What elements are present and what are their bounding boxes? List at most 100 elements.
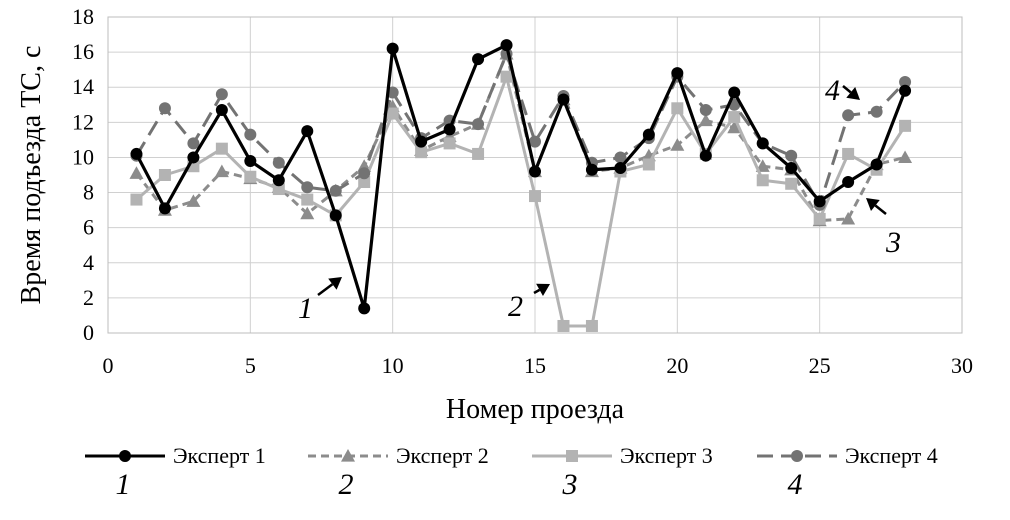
data-point <box>500 70 513 83</box>
y-tick-label: 0 <box>83 320 94 345</box>
y-tick-label: 2 <box>83 285 94 310</box>
data-point <box>557 319 570 332</box>
data-point <box>443 123 456 136</box>
data-point <box>899 119 912 132</box>
data-point <box>272 156 285 169</box>
data-point <box>130 147 143 160</box>
series-line <box>135 52 907 207</box>
data-point <box>386 42 399 55</box>
axes <box>107 16 963 334</box>
y-tick-label: 10 <box>72 144 94 169</box>
y-tick-label: 4 <box>83 250 94 275</box>
legend: Эксперт 1 1 Эксперт 2 2 Эксперт 3 3 Эксперт 4 4 <box>85 443 938 501</box>
data-point <box>472 118 485 131</box>
data-point <box>585 319 598 332</box>
y-tick-label: 6 <box>83 215 94 240</box>
data-point <box>529 165 541 178</box>
data-point <box>358 176 371 189</box>
annotation-label: 1 <box>298 292 313 325</box>
y-tick-label: 16 <box>72 39 94 64</box>
annotation-label: 2 <box>508 290 523 323</box>
legend-item-4: Эксперт 4 4 <box>757 443 938 501</box>
legend-label: Эксперт 3 <box>620 443 713 468</box>
data-point <box>301 181 314 194</box>
data-point <box>699 149 712 162</box>
data-point <box>187 137 200 150</box>
x-axis-label: Номер проезда <box>446 394 625 425</box>
data-point <box>557 93 570 106</box>
data-point <box>244 154 257 167</box>
data-point <box>813 212 826 225</box>
data-point <box>529 190 541 203</box>
data-point <box>785 161 798 174</box>
annotations: 1 2 3 4 <box>298 74 901 325</box>
series-line <box>135 75 907 328</box>
data-point <box>614 161 627 174</box>
data-point <box>415 146 428 159</box>
data-point <box>785 149 798 162</box>
data-point <box>899 84 912 97</box>
legend-number: 2 <box>339 468 354 501</box>
data-point <box>215 88 228 101</box>
annotation-arrow <box>317 283 334 297</box>
data-point <box>187 151 200 164</box>
x-tick-label: 5 <box>245 353 256 378</box>
data-point <box>158 169 171 181</box>
series-1 <box>130 39 912 315</box>
data-point <box>670 138 685 151</box>
data-point <box>358 167 371 180</box>
x-tick-label: 10 <box>382 353 404 378</box>
annotation-label: 4 <box>825 74 840 107</box>
data-point <box>158 202 171 215</box>
data-point <box>642 158 655 171</box>
data-point <box>728 111 741 124</box>
data-point <box>898 150 913 164</box>
annotation-arrowhead <box>846 86 860 100</box>
data-point <box>129 166 144 179</box>
legend-item-1: Эксперт 1 1 <box>85 443 266 501</box>
data-point <box>698 113 713 127</box>
data-point <box>300 206 315 220</box>
data-point <box>566 450 578 462</box>
data-point <box>841 211 856 225</box>
data-point <box>186 194 201 207</box>
legend-label: Эксперт 4 <box>845 443 938 468</box>
data-point <box>727 120 742 134</box>
x-tick-label: 15 <box>524 353 546 378</box>
y-tick-label: 8 <box>83 180 94 205</box>
series-line <box>135 43 907 311</box>
data-point <box>472 147 485 160</box>
data-point <box>244 170 257 183</box>
data-point <box>870 158 883 171</box>
plot-frame <box>107 16 963 334</box>
data-point <box>119 450 131 462</box>
data-point <box>158 102 171 115</box>
data-point <box>699 104 712 117</box>
data-point <box>671 67 684 80</box>
data-point <box>500 39 513 52</box>
annotation-arrowhead <box>536 283 550 296</box>
data-point <box>614 151 627 164</box>
legend-item-2: Эксперт 2 2 <box>308 443 489 501</box>
x-tick-label: 25 <box>809 353 831 378</box>
data-point <box>756 137 769 150</box>
legend-number: 1 <box>116 468 131 501</box>
annotation-label: 3 <box>885 226 901 259</box>
data-point <box>272 183 285 196</box>
data-point <box>642 128 655 141</box>
data-point <box>585 163 598 176</box>
data-point <box>214 164 229 178</box>
data-point <box>301 125 314 138</box>
data-point <box>756 174 769 187</box>
x-tick-label: 20 <box>666 353 688 378</box>
data-point <box>785 177 798 190</box>
data-point <box>329 184 342 197</box>
y-tick-label: 18 <box>72 4 94 29</box>
y-axis-label: Время подъезда ТС, с <box>16 46 47 305</box>
series-group <box>129 39 913 332</box>
data-point <box>329 209 342 222</box>
legend-label: Эксперт 2 <box>396 443 489 468</box>
x-tick-label: 30 <box>951 353 973 378</box>
data-point <box>899 75 912 88</box>
